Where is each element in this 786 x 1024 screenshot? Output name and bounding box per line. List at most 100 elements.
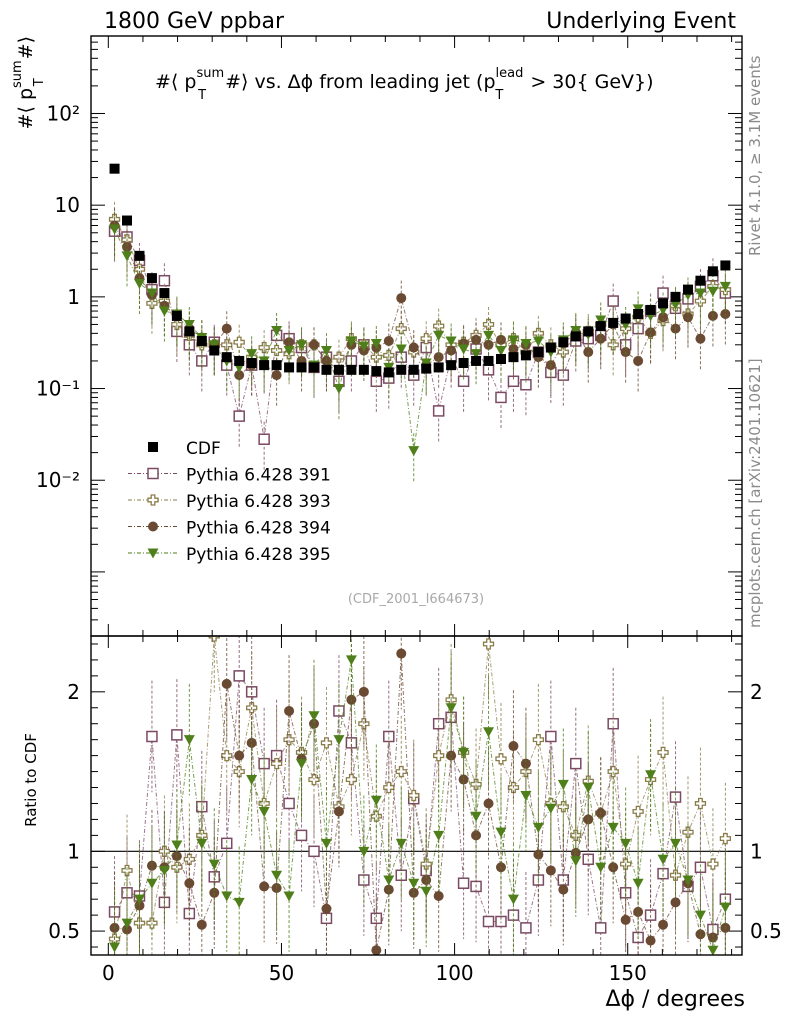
data-point [471,355,482,366]
ratio-axis-label: Ratio to CDF [22,733,40,827]
data-point [259,360,270,371]
ratio-point [682,875,694,886]
ratio-tick-label: 2 [67,680,80,704]
legend-marker [147,467,159,480]
data-point [695,333,706,344]
data-point [433,352,444,363]
ratio-point [358,686,369,697]
data-point [570,325,582,336]
data-point [159,288,170,299]
ratio-point [295,829,308,842]
ratio-point [545,865,556,876]
ratio-point [133,894,145,905]
x-tick-label: 50 [269,961,294,985]
data-point [595,315,607,326]
ratio-point [146,730,158,743]
ratio-point [471,830,482,841]
ratio-point [221,749,233,762]
ratio-point [669,791,682,803]
ratio-point [171,729,183,741]
ratio-point [433,890,444,901]
data-point [570,331,581,342]
ratio-point [146,860,157,871]
data-point [707,286,719,297]
ratio-point [545,803,557,814]
data-point [383,336,394,347]
data-point [470,349,482,360]
ratio-point [620,914,631,925]
ratio-point [121,918,133,929]
legend-item: Pythia 6.428 391 [128,466,331,486]
ratio-point [595,862,607,873]
ratio-point [632,878,644,889]
ratio-point [470,778,482,790]
data-point [520,338,532,349]
ratio-point [320,838,332,849]
ratio-point [345,737,358,749]
data-point [183,319,195,330]
ratio-point [333,806,344,817]
ratio-point [221,678,232,689]
legend-marker [148,521,158,532]
legend-label: Pythia 6.428 395 [186,545,331,565]
data-point [371,366,382,377]
ratio-point [383,730,395,743]
data-point [284,337,295,348]
ratio-point [707,858,719,870]
ratio-point [171,840,183,851]
data-point [495,345,507,356]
ratio-point [283,797,295,810]
data-point [283,345,295,356]
ratio-point [370,795,382,806]
ratio-point [158,865,170,876]
ratio-point [196,838,208,849]
ratio-point [284,705,295,716]
ratio-point [457,877,470,889]
ratio-point [321,903,332,914]
legend-item: Pythia 6.428 393 [128,492,331,512]
ratio-point [694,797,707,810]
data-point [432,405,445,417]
data-point [445,336,457,347]
ratio-point [259,881,270,892]
data-point [408,364,419,375]
mcplots-label: mcplots.cern.ch [arXiv:2401.10621] [746,358,764,628]
ratio-point [233,897,245,908]
data-point [134,250,145,261]
plot-frames [90,35,743,956]
ratio-point [495,827,507,838]
data-point [109,163,120,174]
ratio-point [695,929,706,940]
data-point [682,284,693,295]
y-tick-label: 1 [67,285,80,309]
ratio-point [420,858,432,870]
ratio-point [570,757,582,770]
data-point [507,335,519,346]
ratio-point [183,735,195,746]
ratio-point [283,891,295,902]
data-point [633,355,644,366]
ratio-tick-label-right: 0.5 [750,919,782,943]
ratio-point [470,811,482,822]
plot-title: #⟨ psum T#⟩ vs. Δϕ from leading jet (plea… [155,66,654,103]
data-point [695,275,706,286]
ratio-point [283,734,295,746]
data-point [408,446,420,457]
data-point [420,333,432,345]
data-point [345,336,357,347]
ratio-point [657,854,669,865]
ratio-point [246,775,258,786]
ratio-point [271,883,282,894]
data-point [184,326,195,337]
ratio-point [308,711,320,722]
data-point [421,363,432,374]
data-point [296,340,308,351]
ratio-point [146,878,158,889]
legend-label: Pythia 6.428 394 [186,519,331,539]
legend-label: CDF [186,439,221,459]
data-point [471,334,482,345]
axis-ticks: 0 50 100 150 10⁻² 10⁻¹ 1 10 10² 0.5 0.5 1 1 2 2 [36,35,782,985]
ratio-point [320,737,333,749]
data-point [720,260,731,271]
